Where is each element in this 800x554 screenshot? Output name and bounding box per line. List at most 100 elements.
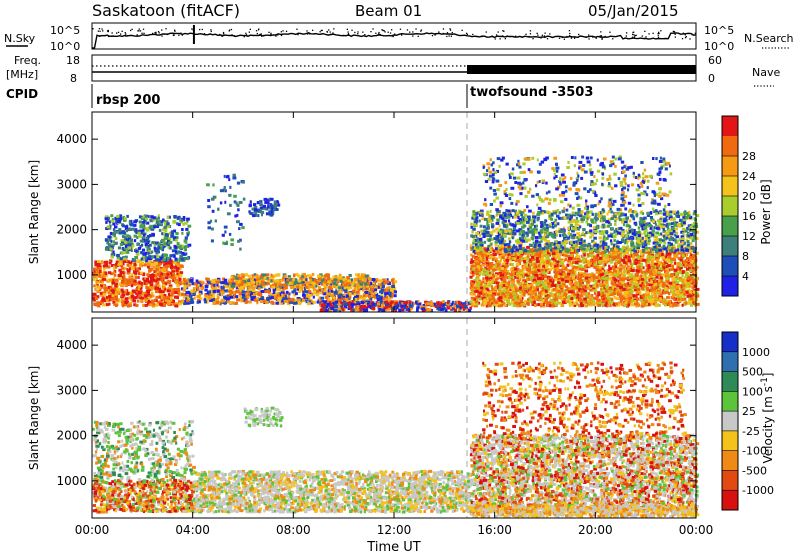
power-cell bbox=[174, 250, 178, 254]
nsearch-point bbox=[409, 31, 411, 33]
nsearch-point bbox=[601, 38, 603, 40]
power-cell bbox=[629, 283, 632, 287]
power-cell bbox=[155, 217, 159, 221]
power-cell bbox=[176, 284, 180, 288]
nsearch-point bbox=[243, 36, 245, 38]
power-cell bbox=[126, 250, 130, 254]
power-cell bbox=[142, 235, 145, 239]
power-cell bbox=[345, 296, 349, 300]
power-cell bbox=[317, 291, 321, 295]
freq-hi-tick: 18 bbox=[66, 54, 80, 67]
power-cell bbox=[133, 223, 137, 227]
power-cell bbox=[389, 285, 392, 289]
nsearch-point bbox=[626, 32, 628, 34]
power-cell bbox=[179, 254, 183, 258]
power-cell bbox=[186, 233, 190, 237]
power-cell bbox=[321, 278, 325, 282]
power-cell bbox=[132, 299, 137, 303]
nsearch-point bbox=[540, 37, 542, 39]
nsearch-point bbox=[442, 32, 444, 35]
nsearch-point bbox=[173, 34, 175, 36]
nsearch-point bbox=[502, 30, 504, 32]
power-cell bbox=[105, 299, 110, 302]
power-cell bbox=[223, 301, 227, 305]
power-cell bbox=[138, 220, 143, 224]
power-cell bbox=[115, 260, 119, 264]
nsearch-point bbox=[357, 33, 359, 35]
power-cell bbox=[114, 284, 118, 288]
power-cell bbox=[195, 279, 199, 283]
power-cell bbox=[281, 286, 285, 290]
power-cell bbox=[167, 243, 171, 247]
power-cell bbox=[183, 285, 187, 289]
power-cell bbox=[190, 298, 194, 302]
power-cell bbox=[117, 262, 121, 266]
power-cell bbox=[237, 208, 240, 212]
power-cell bbox=[229, 185, 232, 189]
power-cell bbox=[174, 291, 178, 294]
nsearch-point bbox=[570, 37, 573, 39]
nsearch-point bbox=[549, 33, 551, 35]
power-cell bbox=[172, 236, 177, 240]
nsearch-point bbox=[446, 35, 448, 38]
power-cell bbox=[276, 273, 281, 277]
power-cell bbox=[283, 297, 287, 301]
power-cell bbox=[137, 231, 141, 235]
power-cell bbox=[95, 277, 98, 281]
power-cell bbox=[107, 243, 112, 247]
nsearch-point bbox=[285, 30, 288, 32]
power-cell bbox=[430, 301, 433, 305]
power-cell bbox=[280, 291, 285, 295]
nave-label: Nave bbox=[752, 66, 780, 79]
power-cell bbox=[345, 300, 349, 303]
power-cell bbox=[580, 254, 583, 258]
nsearch-point bbox=[161, 35, 163, 37]
power-cell bbox=[138, 229, 141, 233]
power-cell bbox=[144, 239, 148, 243]
power-cell bbox=[184, 244, 189, 248]
power-cell bbox=[317, 288, 321, 292]
power-cell bbox=[391, 306, 394, 310]
power-cell bbox=[394, 301, 398, 305]
power-cell bbox=[161, 232, 165, 236]
power-cell bbox=[372, 282, 376, 286]
power-cell bbox=[124, 227, 128, 231]
power-cell bbox=[207, 290, 211, 294]
power-cell bbox=[130, 266, 135, 270]
power-cell bbox=[108, 237, 112, 241]
power-cell bbox=[183, 256, 188, 260]
power-cell bbox=[188, 283, 191, 287]
power-cell bbox=[147, 302, 150, 306]
power-cell bbox=[324, 295, 328, 299]
power-cell bbox=[269, 292, 272, 296]
power-cell bbox=[381, 306, 384, 309]
nsearch-point bbox=[180, 32, 182, 34]
power-cell bbox=[228, 193, 232, 197]
power-cell bbox=[344, 302, 348, 306]
power-cell bbox=[332, 275, 335, 279]
power-cell bbox=[113, 296, 116, 300]
power-cell bbox=[94, 260, 98, 264]
power-cell bbox=[207, 281, 211, 284]
nsearch-point bbox=[308, 33, 310, 35]
power-cell bbox=[204, 300, 207, 304]
nsearch-point bbox=[249, 28, 251, 30]
nsearch-point bbox=[332, 33, 334, 35]
power-cell bbox=[250, 297, 255, 301]
power-cell bbox=[186, 219, 189, 223]
power-cell bbox=[103, 277, 106, 281]
power-cell bbox=[229, 295, 234, 299]
power-cell bbox=[186, 231, 190, 235]
nsearch-point bbox=[297, 34, 299, 36]
power-cell bbox=[176, 280, 180, 284]
power-cell bbox=[328, 290, 332, 294]
power-cell bbox=[113, 273, 117, 277]
power-cell bbox=[124, 247, 127, 251]
nave-series-late bbox=[467, 65, 696, 74]
power-cell bbox=[543, 274, 547, 278]
power-cell bbox=[373, 292, 376, 296]
power-cell bbox=[115, 282, 119, 285]
power-cell bbox=[175, 302, 179, 306]
power-cell bbox=[416, 306, 420, 310]
power-cell bbox=[131, 292, 134, 296]
